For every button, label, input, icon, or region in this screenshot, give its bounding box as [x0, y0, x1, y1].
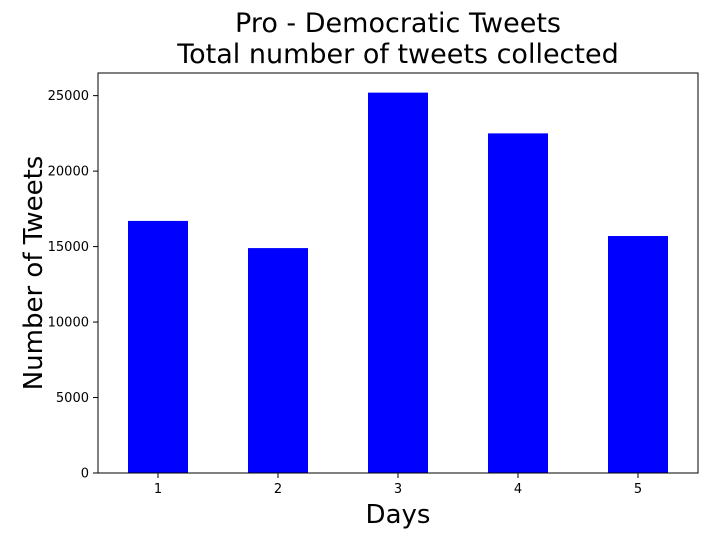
- x-tick-label: 5: [634, 482, 642, 497]
- bar-day-1: [128, 220, 188, 473]
- chart-title: Pro - Democratic Tweets: [235, 8, 561, 39]
- y-tick-label: 10000: [48, 316, 89, 331]
- bar-day-3: [368, 92, 428, 473]
- bar-day-4: [488, 133, 548, 473]
- y-axis-label: Number of Tweets: [19, 156, 49, 391]
- x-tick-label: 2: [274, 482, 282, 497]
- plot-frame: [97, 72, 699, 474]
- y-tick-label: 20000: [48, 165, 89, 180]
- x-axis: 1 2 3 4 5: [154, 473, 642, 497]
- x-tick-label: 3: [394, 482, 402, 497]
- y-axis: 0 5000 10000 15000 20000 25000: [48, 89, 98, 482]
- x-tick-label: 4: [514, 482, 522, 497]
- x-tick-label: 1: [154, 482, 162, 497]
- y-tick-label: 25000: [48, 89, 89, 104]
- bars-group: [128, 92, 668, 473]
- x-axis-label: Days: [366, 500, 431, 530]
- bar-day-2: [248, 248, 308, 473]
- y-tick-label: 0: [81, 467, 89, 482]
- y-tick-label: 15000: [48, 240, 89, 255]
- bar-day-5: [608, 236, 668, 473]
- y-tick-label: 5000: [56, 391, 89, 406]
- chart-subtitle: Total number of tweets collected: [176, 39, 619, 70]
